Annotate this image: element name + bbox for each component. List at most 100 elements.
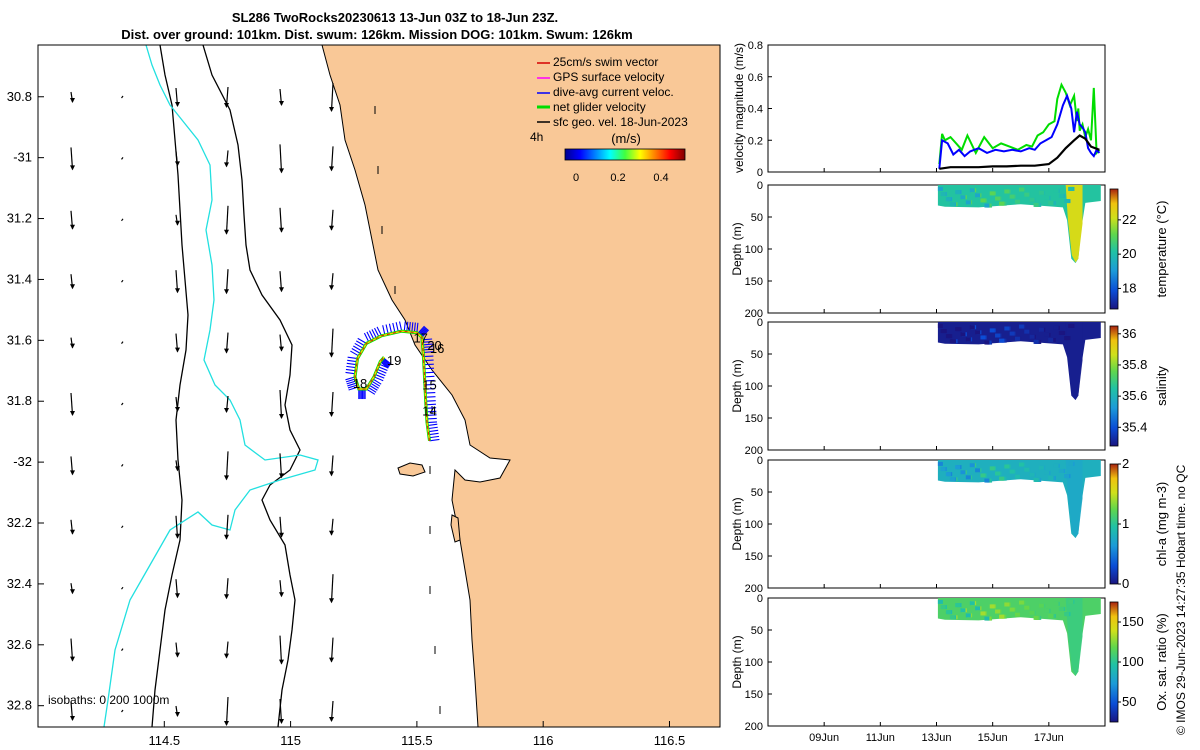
current-vector-head [175,407,180,412]
section-data-cell [937,461,943,466]
velocity-y-tick-label: 0 [757,167,763,179]
section-data-cell [999,614,1005,619]
legend-label: net glider velocity [553,100,646,114]
section-data-cell [1044,332,1050,337]
current-vector-head [224,289,229,295]
map-frame [37,44,721,728]
current-vector-head [70,529,75,535]
time-x-tick-label: 17Jun [1034,732,1064,744]
section-data-cell [945,610,951,615]
dive-avg-vector [350,350,360,357]
map-x-tick-label: 115.5 [401,733,433,748]
velocity-y-tick-label: 0.2 [748,135,763,147]
rottnest-island [397,462,426,477]
section-data-cell [980,198,986,203]
velocity-panel: 0 0.2 0.4 0.6 0.8 velocity magnitude (m/s) [732,40,1106,179]
section-colorbar [1109,325,1119,447]
dive-avg-vector [347,384,358,389]
section-panel: 0 50 100 150 200 Depth (m) 0 1 2 chl-a (mg m-3) [730,455,1169,595]
section-data-cell [984,478,990,483]
section-data-cell [980,611,986,616]
dive-avg-vector [426,410,437,413]
current-vector [121,709,124,713]
map-y-tick-label: -31 [13,150,32,165]
section-data-cell [984,616,990,621]
section-data-cell [1048,338,1054,342]
section-data-cell [1044,608,1050,613]
dive-avg-vector [422,338,433,341]
colorbar-units: (m/s) [611,131,641,146]
time-x-tick-label: 13Jun [922,732,952,744]
legend-item-dive-avg: dive-avg current veloc. [537,85,674,99]
section-data-cell [1058,330,1064,335]
section-y-tick-label: 200 [745,721,763,733]
dive-avg-vector [423,363,434,366]
current-vector [330,574,334,603]
current-vector-head [175,161,180,167]
dive-avg-vector [385,324,389,335]
dive-avg-vector [423,351,434,354]
section-data-cell [999,476,1005,481]
current-vector-head [279,346,284,352]
map-y-tick-label: 32.2 [7,515,32,530]
section-y-tick-label: 100 [745,381,763,393]
current-vector [121,525,124,529]
section-data-feature [1065,322,1083,400]
map-y-tick-label: 31.2 [7,211,32,226]
dive-avg-vector [345,378,356,383]
section-data-cell [955,327,961,332]
dive-avg-vector [421,329,430,338]
dive-avg-vector [429,438,440,442]
dive-avg-vector [428,429,439,433]
section-ylabel: Depth (m) [730,635,744,688]
dive-avg-vector [417,325,425,334]
dive-avg-vector [381,358,391,367]
section-data-cell [989,466,995,471]
section-data-cell [1068,599,1074,604]
section-data-cell [1038,190,1044,195]
section-y-tick-label: 150 [745,689,763,701]
current-vector-head [329,657,334,663]
velocity-y-tick-label: 0.8 [748,40,763,52]
time-x-tick-label: 09Jun [809,732,839,744]
legend-label: 25cm/s swim vector [553,55,658,69]
section-data-cell [969,463,975,468]
dive-avg-vector [354,342,364,349]
dive-avg-vector [345,376,356,381]
dive-avg-vector [346,380,357,385]
legend-item-sfc-geo: sfc geo. vel. 18-Jun-2023 [537,115,688,129]
section-panel: 0 50 100 150 200 Depth (m) 18 20 22 temperature (… [730,180,1169,320]
section-data-cell [969,601,975,606]
section-data-cell [1009,331,1015,336]
day-label: 20 [427,338,441,353]
section-y-tick-label: 100 [745,657,763,669]
time-x-tick-label: 11Jun [866,732,895,744]
time-x-tick-label: 15Jun [978,732,1008,744]
section-data-cell [980,473,986,478]
current-vector-head [279,168,284,174]
map-x-tick-label: 116 [533,733,554,748]
velocity-series [938,82,1101,170]
dive-avg-vector [425,396,436,398]
current-vector [121,648,124,651]
isobath-200m [202,45,301,727]
dive-avg-vector [383,357,392,365]
day-label: 14 [422,403,436,418]
dive-avg-vector [388,323,393,334]
legend-item-net-glider: net glider velocity [537,100,646,114]
figure-title-line2: Dist. over ground: 101km. Dist. swum: 12… [121,27,633,42]
current-vector-head [329,530,334,536]
dive-avg-vector [346,365,357,369]
current-vector-head [70,98,75,103]
dive-avg-vector [427,426,438,430]
current-vector-head [329,166,334,172]
section-data-cell [955,465,961,470]
section-data-cell [965,200,971,205]
colorbar-tick-label: 1 [1122,516,1129,531]
current-vector-head [224,653,229,659]
section-data-cell [975,468,981,473]
current-vector-head [224,594,229,600]
section-data-field [937,185,1101,264]
section-data-cell [989,191,995,196]
